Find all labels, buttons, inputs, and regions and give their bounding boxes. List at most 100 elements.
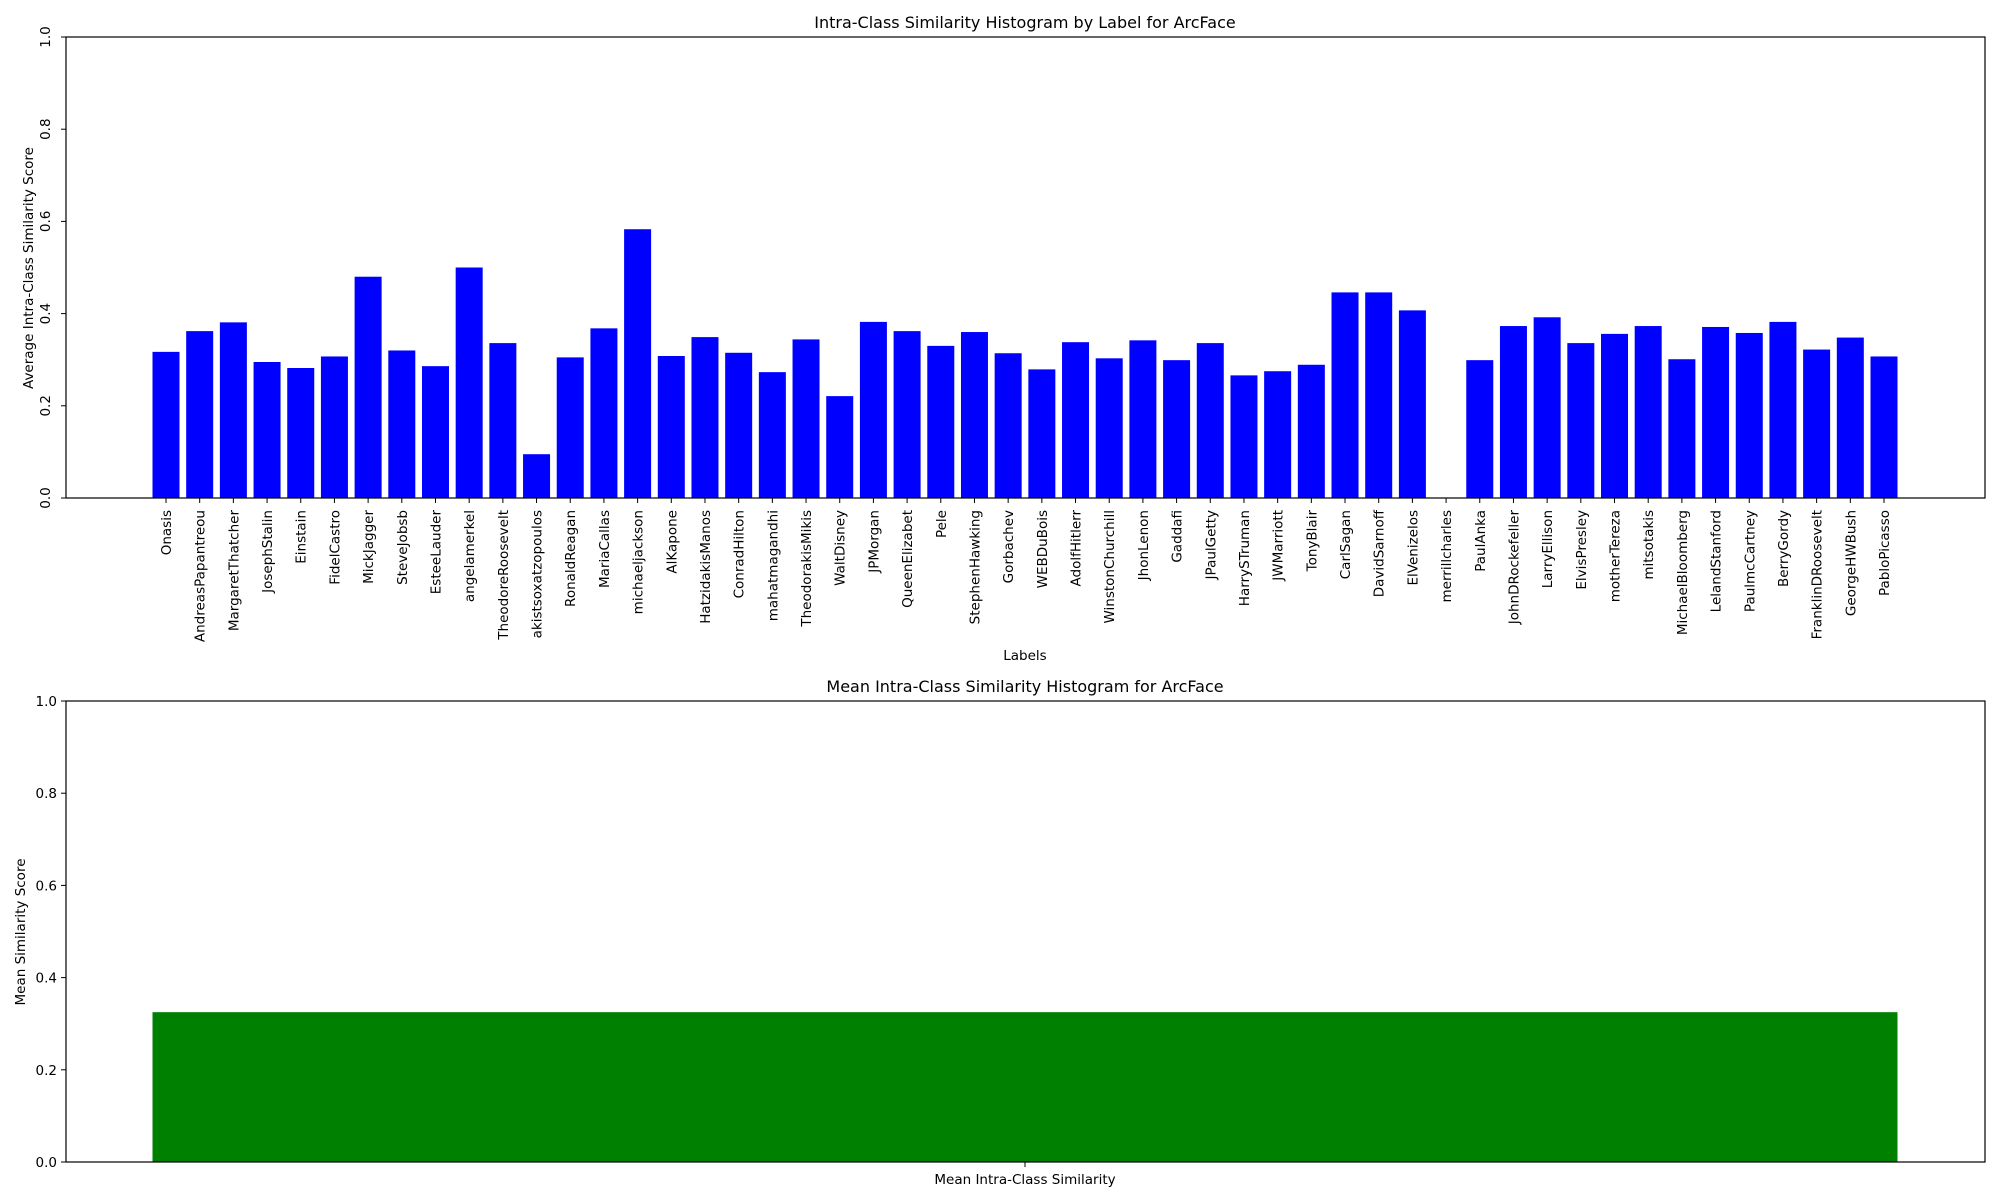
x-tick-label: Pele (934, 510, 950, 538)
bar (1264, 371, 1292, 498)
x-tick-label: SteveJobsb (395, 510, 411, 585)
x-tick-label: BerryGordy (1776, 510, 1792, 587)
x-tick-label: AlKapone (664, 510, 680, 574)
x-tick-label: FranklinDRoosevelt (1810, 510, 1826, 639)
plot-frame (65, 700, 1986, 1163)
bar (455, 267, 483, 498)
x-tick-label: LelandStanford (1709, 510, 1725, 612)
x-tick-label: EsteeLauder (428, 510, 444, 595)
bar (489, 343, 517, 498)
bar (1365, 292, 1393, 498)
x-tick-label: TheodorakisMikis (799, 510, 815, 628)
bar (523, 454, 551, 498)
bar (859, 321, 887, 498)
y-tick-label: 0.8 (38, 118, 54, 139)
bar (691, 337, 719, 498)
x-tick-label: HarrySTruman (1237, 510, 1253, 606)
x-tick-label: motherTereza (1608, 510, 1624, 602)
x-tick-label: michaeljackson (631, 510, 647, 614)
label-similarity-chart: Intra-Class Similarity Histogram by Labe… (21, 13, 1986, 664)
y-tick-label: 1.0 (38, 26, 54, 47)
bar (725, 352, 753, 498)
x-tick-label: WEBDuBois (1035, 510, 1051, 588)
bar (354, 276, 382, 498)
bar (1499, 326, 1527, 498)
x-tick-label: RonaldReagan (563, 510, 579, 607)
x-tick-label: angelamerkel (462, 510, 478, 602)
bar (792, 339, 820, 498)
x-tick-label: DavidSarnoff (1372, 509, 1388, 597)
bar (657, 356, 685, 498)
chart-title: Mean Intra-Class Similarity Histogram fo… (826, 677, 1223, 696)
bar (320, 356, 348, 498)
bar (826, 396, 854, 498)
y-tick-label: 0.0 (38, 487, 54, 508)
x-tick-label: JhonLenon (1136, 510, 1152, 581)
bar (960, 332, 988, 498)
bar (1129, 340, 1157, 498)
bar (1297, 364, 1325, 498)
chart-title: Intra-Class Similarity Histogram by Labe… (814, 13, 1235, 32)
bar (1062, 342, 1090, 498)
x-tick-label: StephenHawking (967, 510, 983, 624)
bar (590, 328, 618, 498)
x-tick-label: JosephStalin (260, 510, 276, 594)
bar (388, 350, 416, 498)
bar (1230, 375, 1258, 498)
bar (1735, 332, 1763, 498)
bar (1398, 310, 1426, 498)
x-tick-label: TheodoreRoosevelt (496, 510, 512, 641)
x-tick-label: JWMarriott (1271, 510, 1287, 582)
x-tick-label: Einstain (294, 510, 310, 564)
x-tick-label: JPaulGetty (1203, 510, 1219, 580)
x-tick-label: TonyBlair (1304, 510, 1320, 573)
x-tick-label: PaulmcCartney (1742, 510, 1758, 612)
bar (1095, 358, 1123, 498)
x-tick-label: PabloPicasso (1877, 510, 1893, 596)
plot-frame (65, 36, 1986, 499)
bar (893, 331, 921, 498)
bar (1163, 360, 1191, 498)
bar (1196, 343, 1224, 498)
bar (1533, 317, 1561, 498)
x-axis-label: Labels (1003, 648, 1046, 664)
y-tick-label: 1.0 (36, 694, 57, 710)
bar (758, 372, 786, 498)
bar (152, 351, 180, 498)
y-tick-label: 0.8 (36, 786, 57, 802)
bar (219, 322, 247, 498)
x-tick-label: Onasis (159, 510, 175, 555)
bar (1769, 321, 1797, 498)
x-tick-label: LarryEllison (1540, 510, 1556, 588)
y-tick-label: 0.6 (38, 211, 54, 232)
bar (1601, 333, 1629, 498)
y-tick-label: 0.2 (36, 1063, 57, 1079)
bar (1331, 292, 1359, 498)
bar (186, 331, 214, 498)
x-tick-label: GeorgeHWBush (1843, 510, 1859, 616)
bar (152, 1012, 1898, 1162)
y-tick-label: 0.2 (38, 395, 54, 416)
x-tick-label: HatzidakisManos (698, 510, 714, 624)
bar (1028, 369, 1056, 498)
y-tick-label: 0.4 (38, 303, 54, 324)
bar (927, 345, 955, 498)
mean-similarity-chart: Mean Intra-Class Similarity Histogram fo… (13, 677, 1986, 1188)
x-tick-label: akistsoxatzopoulos (530, 510, 546, 638)
bar (1668, 359, 1696, 498)
x-tick-label: ElvisPresley (1574, 510, 1590, 590)
y-tick-label: 0.6 (36, 878, 57, 894)
bar (1836, 337, 1864, 498)
x-tick-label: Mean Intra-Class Similarity (934, 1172, 1115, 1188)
x-tick-label: mahatmagandhi (765, 510, 781, 621)
bar (1567, 343, 1595, 498)
x-tick-label: MickJagger (361, 510, 377, 584)
x-tick-label: FidelCastro (327, 510, 343, 585)
y-tick-label: 0.4 (36, 971, 57, 987)
bar (994, 353, 1022, 498)
bar (253, 362, 281, 498)
x-tick-label: Gaddafi (1170, 510, 1186, 563)
x-tick-label: WinstonChurchill (1102, 510, 1118, 624)
bar (421, 366, 449, 498)
